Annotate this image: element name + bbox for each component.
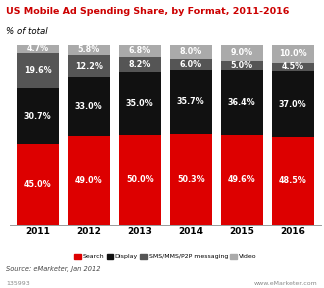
Legend: Search, Display, SMS/MMS/P2P messaging, Video: Search, Display, SMS/MMS/P2P messaging, … <box>72 251 259 262</box>
Bar <box>221 61 263 70</box>
Text: 10.0%: 10.0% <box>279 49 307 58</box>
Text: 35.0%: 35.0% <box>126 99 154 108</box>
Bar <box>119 72 161 135</box>
Text: 30.7%: 30.7% <box>24 111 52 120</box>
Bar <box>119 57 161 72</box>
Text: 50.0%: 50.0% <box>126 175 154 184</box>
Bar <box>17 45 59 53</box>
Text: 36.4%: 36.4% <box>228 98 256 107</box>
Text: 45.0%: 45.0% <box>24 180 52 189</box>
Text: 9.0%: 9.0% <box>231 48 253 57</box>
Text: 5.0%: 5.0% <box>231 61 253 70</box>
Text: 12.2%: 12.2% <box>75 62 103 71</box>
Bar <box>17 144 59 225</box>
Text: 50.3%: 50.3% <box>177 175 204 184</box>
Bar <box>119 45 161 57</box>
Text: 4.7%: 4.7% <box>27 44 49 53</box>
Bar <box>170 59 212 70</box>
Bar <box>17 53 59 88</box>
Text: 35.7%: 35.7% <box>177 97 204 107</box>
Bar <box>17 88 59 144</box>
Bar <box>119 135 161 225</box>
Bar <box>221 45 263 61</box>
Bar <box>68 77 110 137</box>
Bar <box>170 134 212 225</box>
Bar <box>221 135 263 225</box>
Text: 48.5%: 48.5% <box>279 177 307 185</box>
Text: 49.0%: 49.0% <box>75 176 103 185</box>
Bar <box>68 45 110 55</box>
Text: www.eMarketer.com: www.eMarketer.com <box>254 281 318 286</box>
Bar <box>272 137 314 225</box>
Bar <box>68 55 110 77</box>
Text: 5.8%: 5.8% <box>78 45 100 54</box>
Text: 6.0%: 6.0% <box>180 60 202 69</box>
Text: % of total: % of total <box>6 27 48 36</box>
Bar <box>221 70 263 135</box>
Bar <box>68 137 110 225</box>
Bar <box>170 70 212 134</box>
Text: Source: eMarketer, Jan 2012: Source: eMarketer, Jan 2012 <box>6 266 101 272</box>
Bar <box>272 63 314 71</box>
Text: US Mobile Ad Spending Share, by Format, 2011-2016: US Mobile Ad Spending Share, by Format, … <box>6 7 290 16</box>
Text: 33.0%: 33.0% <box>75 102 103 111</box>
Text: 6.8%: 6.8% <box>129 46 151 55</box>
Bar <box>272 71 314 137</box>
Bar <box>272 45 314 63</box>
Bar <box>170 45 212 59</box>
Text: 135993: 135993 <box>6 281 30 286</box>
Text: 37.0%: 37.0% <box>279 100 307 109</box>
Text: 19.6%: 19.6% <box>24 66 52 75</box>
Text: 49.6%: 49.6% <box>228 175 256 185</box>
Text: 4.5%: 4.5% <box>282 62 304 71</box>
Text: 8.0%: 8.0% <box>179 47 202 56</box>
Text: 8.2%: 8.2% <box>129 60 151 69</box>
